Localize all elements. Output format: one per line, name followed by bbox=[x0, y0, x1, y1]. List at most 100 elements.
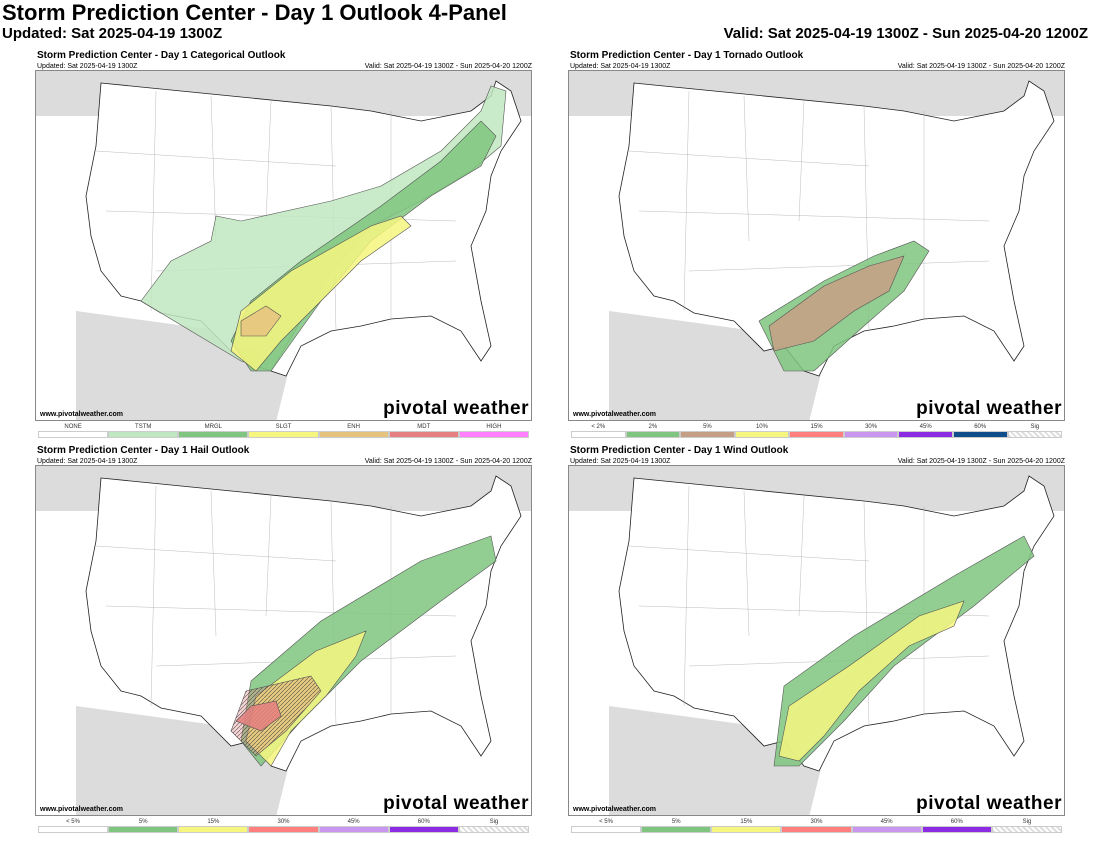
legend-item: 60% bbox=[388, 819, 459, 833]
legend-label: 5% bbox=[671, 819, 681, 825]
legend-label: < 2% bbox=[591, 424, 606, 430]
legend-label: 5% bbox=[138, 819, 148, 825]
us-outline bbox=[85, 475, 522, 772]
legend-swatch bbox=[108, 826, 179, 833]
legend-label: 15% bbox=[740, 819, 753, 825]
legend-swatch bbox=[248, 431, 319, 438]
risk-area bbox=[240, 305, 282, 337]
map-svg bbox=[569, 466, 1064, 815]
panel-wind: Storm Prediction Center - Day 1 Wind Out… bbox=[568, 445, 1065, 835]
panel-title: Storm Prediction Center - Day 1 Tornado … bbox=[570, 50, 804, 61]
legend-item: 5% bbox=[108, 819, 179, 833]
legend-label: 60% bbox=[417, 819, 430, 825]
legend-swatch bbox=[711, 826, 782, 833]
pivotal-weather-logo: pivotal weather bbox=[383, 398, 529, 419]
site-url: www.pivotalweather.com bbox=[573, 411, 656, 418]
legend-label: TSTM bbox=[135, 424, 152, 430]
legend-item: 30% bbox=[248, 819, 319, 833]
panel-valid: Valid: Sat 2025-04-19 1300Z - Sun 2025-0… bbox=[364, 63, 532, 70]
panel-valid: Valid: Sat 2025-04-19 1300Z - Sun 2025-0… bbox=[897, 63, 1065, 70]
legend-item: 60% bbox=[921, 819, 992, 833]
legend-label: 15% bbox=[810, 424, 823, 430]
legend-item: 30% bbox=[781, 819, 852, 833]
map-svg bbox=[36, 466, 531, 815]
legend-swatch bbox=[388, 826, 459, 833]
legend-item: 45% bbox=[318, 819, 389, 833]
legend-swatch bbox=[781, 826, 852, 833]
legend-item: 15% bbox=[711, 819, 782, 833]
legend-label: MRGL bbox=[204, 424, 223, 430]
legend-swatch bbox=[898, 431, 953, 438]
legend-item: < 5% bbox=[38, 819, 109, 833]
legend-item: MDT bbox=[388, 424, 459, 438]
site-url: www.pivotalweather.com bbox=[40, 411, 123, 418]
panel-title: Storm Prediction Center - Day 1 Hail Out… bbox=[37, 445, 250, 456]
valid-time: Valid: Sat 2025-04-19 1300Z - Sun 2025-0… bbox=[723, 25, 1088, 42]
us-outline bbox=[618, 80, 1055, 377]
panel-hail: Storm Prediction Center - Day 1 Hail Out… bbox=[35, 445, 532, 835]
legend-label: 45% bbox=[347, 819, 360, 825]
legend-swatch bbox=[388, 431, 459, 438]
legend-label: < 5% bbox=[599, 819, 613, 825]
legend-label: Sig bbox=[1030, 424, 1040, 430]
legend-label: 2% bbox=[648, 424, 658, 430]
panel-tornado: Storm Prediction Center - Day 1 Tornado … bbox=[568, 50, 1065, 440]
legend-swatch bbox=[680, 431, 735, 438]
legend-item: 30% bbox=[843, 424, 899, 438]
legend-item: 2% bbox=[625, 424, 681, 438]
legend-swatch bbox=[789, 431, 844, 438]
legend-label: MDT bbox=[417, 424, 431, 430]
legend-item: NONE bbox=[38, 424, 109, 438]
outlook-map: www.pivotalweather.com pivotal weather bbox=[35, 70, 532, 421]
state-lines bbox=[628, 90, 990, 332]
legend-item: 15% bbox=[789, 424, 844, 438]
legend-item: < 5% bbox=[571, 819, 642, 833]
risk-area bbox=[230, 215, 412, 372]
panel-updated: Updated: Sat 2025-04-19 1300Z bbox=[37, 458, 138, 465]
legend-label: 60% bbox=[974, 424, 987, 430]
legend-label: ENH bbox=[347, 424, 360, 430]
legend-swatch bbox=[178, 826, 249, 833]
legend-swatch bbox=[1007, 431, 1063, 438]
legend-swatch bbox=[38, 826, 109, 833]
legend-swatch bbox=[843, 431, 899, 438]
legend-swatch bbox=[571, 826, 642, 833]
map-svg bbox=[569, 71, 1064, 420]
legend-swatch bbox=[108, 431, 179, 438]
legend-label: Sig bbox=[1022, 819, 1032, 825]
legend-label: 60% bbox=[950, 819, 963, 825]
panel-title: Storm Prediction Center - Day 1 Wind Out… bbox=[570, 445, 789, 456]
legend-item: ENH bbox=[318, 424, 389, 438]
legend-item: 45% bbox=[851, 819, 922, 833]
pivotal-weather-logo: pivotal weather bbox=[916, 793, 1062, 814]
legend-swatch bbox=[734, 431, 790, 438]
legend-label: 30% bbox=[865, 424, 878, 430]
legend-item: 60% bbox=[952, 424, 1008, 438]
legend-label: 15% bbox=[207, 819, 220, 825]
legend-swatch bbox=[851, 826, 922, 833]
legend-item: 5% bbox=[641, 819, 712, 833]
legend-swatch bbox=[921, 826, 992, 833]
panel-updated: Updated: Sat 2025-04-19 1300Z bbox=[570, 458, 671, 465]
legend-item: HIGH bbox=[458, 424, 529, 438]
legend-swatch bbox=[571, 431, 626, 438]
legend-item: < 2% bbox=[571, 424, 626, 438]
legend-swatch bbox=[458, 826, 529, 833]
risk-area bbox=[235, 700, 282, 732]
legend-label: 30% bbox=[277, 819, 290, 825]
legend-label: < 5% bbox=[66, 819, 80, 825]
legend-swatch bbox=[641, 826, 712, 833]
legend-label: HIGH bbox=[486, 424, 502, 430]
map-svg bbox=[36, 71, 531, 420]
legend-item: MRGL bbox=[178, 424, 249, 438]
legend-item: 5% bbox=[680, 424, 735, 438]
legend-swatch bbox=[248, 826, 319, 833]
legend-swatch bbox=[318, 826, 389, 833]
legend-swatch bbox=[318, 431, 389, 438]
legend-swatch bbox=[458, 431, 529, 438]
outlook-map: www.pivotalweather.com pivotal weather bbox=[35, 465, 532, 816]
legend-label: 10% bbox=[755, 424, 768, 430]
us-outline bbox=[618, 475, 1055, 772]
site-url: www.pivotalweather.com bbox=[40, 806, 123, 813]
legend-item: TSTM bbox=[108, 424, 179, 438]
